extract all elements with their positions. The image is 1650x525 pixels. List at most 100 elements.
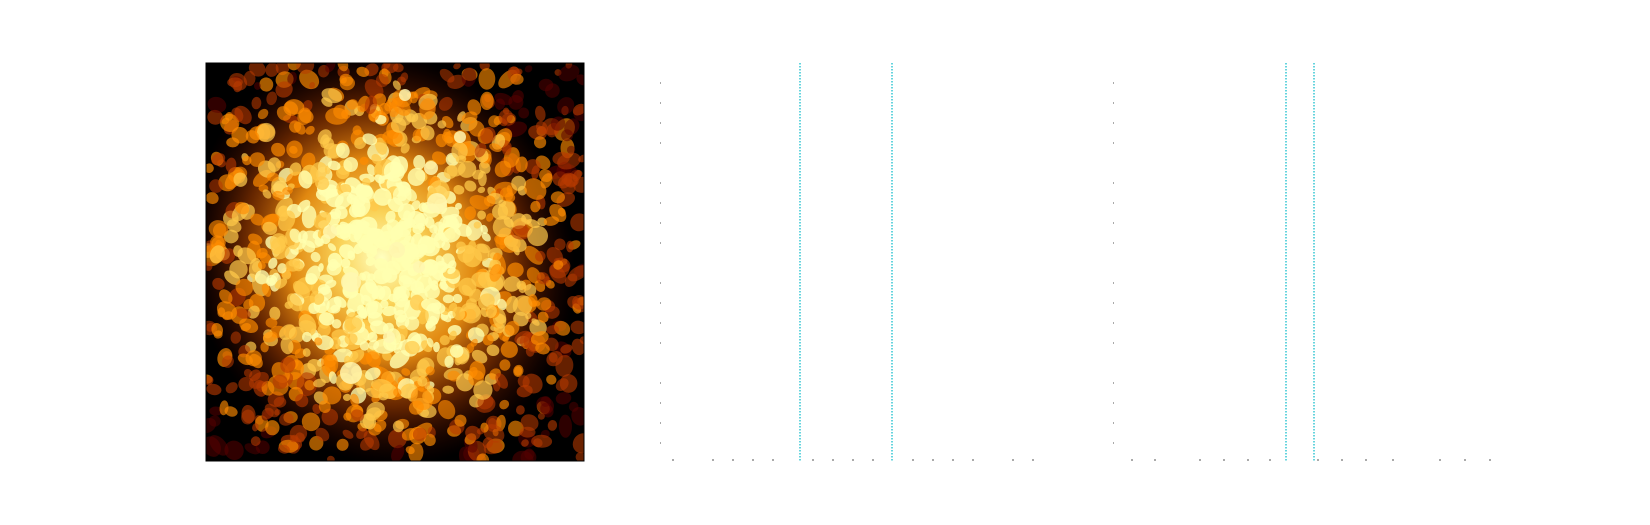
heatmap-cell [309, 81, 316, 89]
heatmap-bright-spot [424, 161, 438, 175]
heatmap-cell [525, 159, 541, 175]
heatmap-cell [412, 224, 424, 235]
heatmap-cell [344, 332, 358, 346]
heatmap-cell [298, 230, 308, 244]
heatmap-cell [512, 295, 533, 316]
heatmap-cell [573, 176, 584, 193]
heatmap-cell [209, 435, 229, 456]
heatmap-cell [409, 91, 419, 104]
heatmap-cell [527, 225, 548, 247]
heatmap-cell [566, 145, 576, 155]
heatmap-cell [293, 260, 304, 272]
heatmap-cell [321, 97, 333, 107]
heatmap-cell [461, 304, 482, 324]
heatmap-cell [421, 298, 442, 312]
heatmap-cell [558, 64, 580, 82]
heatmap-cell [325, 107, 349, 125]
heatmap-bright-spot [383, 331, 395, 343]
heatmap-cell [413, 155, 426, 170]
heatmap-cell [314, 337, 323, 346]
heatmap-cell [322, 386, 342, 405]
heatmap-cell [464, 206, 477, 220]
heatmap-cell [471, 349, 488, 364]
heatmap-cell [478, 68, 496, 90]
heatmap-bright-spot [341, 272, 361, 292]
heatmap-cell [206, 417, 217, 434]
heatmap-cell [498, 109, 513, 124]
heatmap-cell [365, 257, 376, 266]
heatmap-cell [262, 221, 278, 235]
heatmap-cell [553, 260, 564, 270]
heatmap-cell [305, 125, 315, 135]
heatmap-cell [313, 378, 326, 388]
heatmap-cell [504, 320, 520, 336]
heatmap-cell [389, 350, 410, 369]
heatmap-cell [297, 107, 312, 126]
heatmap-cell [313, 293, 325, 305]
heatmap-cell [486, 344, 500, 357]
heatmap-cell [359, 282, 380, 302]
heatmap-cell [375, 74, 389, 88]
heatmap-cell [432, 151, 447, 165]
heatmap-cell [558, 414, 573, 438]
heatmap-cell [209, 406, 223, 416]
heatmap-cell [305, 273, 318, 285]
heatmap-cell [420, 125, 435, 141]
heatmap-cell [437, 120, 447, 129]
heatmap-cell [508, 94, 524, 110]
heatmap-cell [209, 245, 225, 264]
heatmap-cell [323, 354, 337, 368]
heatmap-cell [206, 261, 213, 271]
heatmap-cell [453, 63, 461, 70]
heatmap-cell [449, 344, 464, 358]
heatmap-cell [478, 293, 495, 310]
heatmap-cell [514, 330, 531, 344]
heatmap-cell [251, 96, 262, 110]
heatmap-cell [555, 354, 574, 377]
heatmap-cell [408, 400, 424, 415]
heatmap-cell [302, 348, 311, 357]
heatmap-cell [543, 216, 560, 226]
heatmap-cell [572, 295, 584, 310]
heatmap-cell [241, 409, 255, 425]
heatmap-cell [433, 341, 440, 353]
heatmap-cell [331, 319, 342, 329]
heatmap-cell [380, 299, 389, 309]
heatmap-cell [301, 331, 312, 343]
heatmap-cell [442, 227, 461, 243]
heatmap-cell [235, 278, 254, 297]
heatmap-cell [315, 188, 331, 201]
heatmap-cell [327, 243, 337, 252]
heatmap-cell [444, 355, 454, 368]
heatmap-cell [265, 420, 280, 436]
heatmap-cell [365, 367, 381, 381]
heatmap-cell [555, 392, 572, 405]
heatmap-cell [253, 82, 261, 90]
heatmap-bright-spot [399, 89, 411, 101]
heatmap-cell [257, 261, 266, 270]
heatmap-cell [289, 162, 302, 176]
heatmap-cell [492, 215, 514, 238]
heatmap-cell [292, 280, 310, 299]
heatmap-cell [307, 359, 322, 372]
heatmap-cell [536, 272, 550, 285]
heatmap-cell [350, 393, 360, 408]
heatmap-cell [298, 170, 313, 189]
heatmap-cell [382, 306, 397, 317]
heatmap-cell [262, 189, 272, 199]
heatmap-cell [510, 213, 527, 230]
heatmap-cell [374, 174, 385, 184]
heatmap-cell [417, 376, 428, 387]
heatmap-cell [327, 252, 343, 269]
heatmap-cell [391, 444, 405, 461]
heatmap-cell [425, 366, 435, 376]
heatmap-cell [359, 341, 370, 351]
heatmap-cell [225, 157, 237, 173]
heatmap-cell [261, 407, 274, 420]
heatmap-cell [315, 427, 330, 442]
heatmap-cell [554, 238, 566, 251]
heatmap-cell [437, 399, 456, 420]
heatmap-cell [344, 317, 363, 333]
heatmap-cell [233, 245, 243, 257]
heatmap-cell [540, 402, 552, 415]
